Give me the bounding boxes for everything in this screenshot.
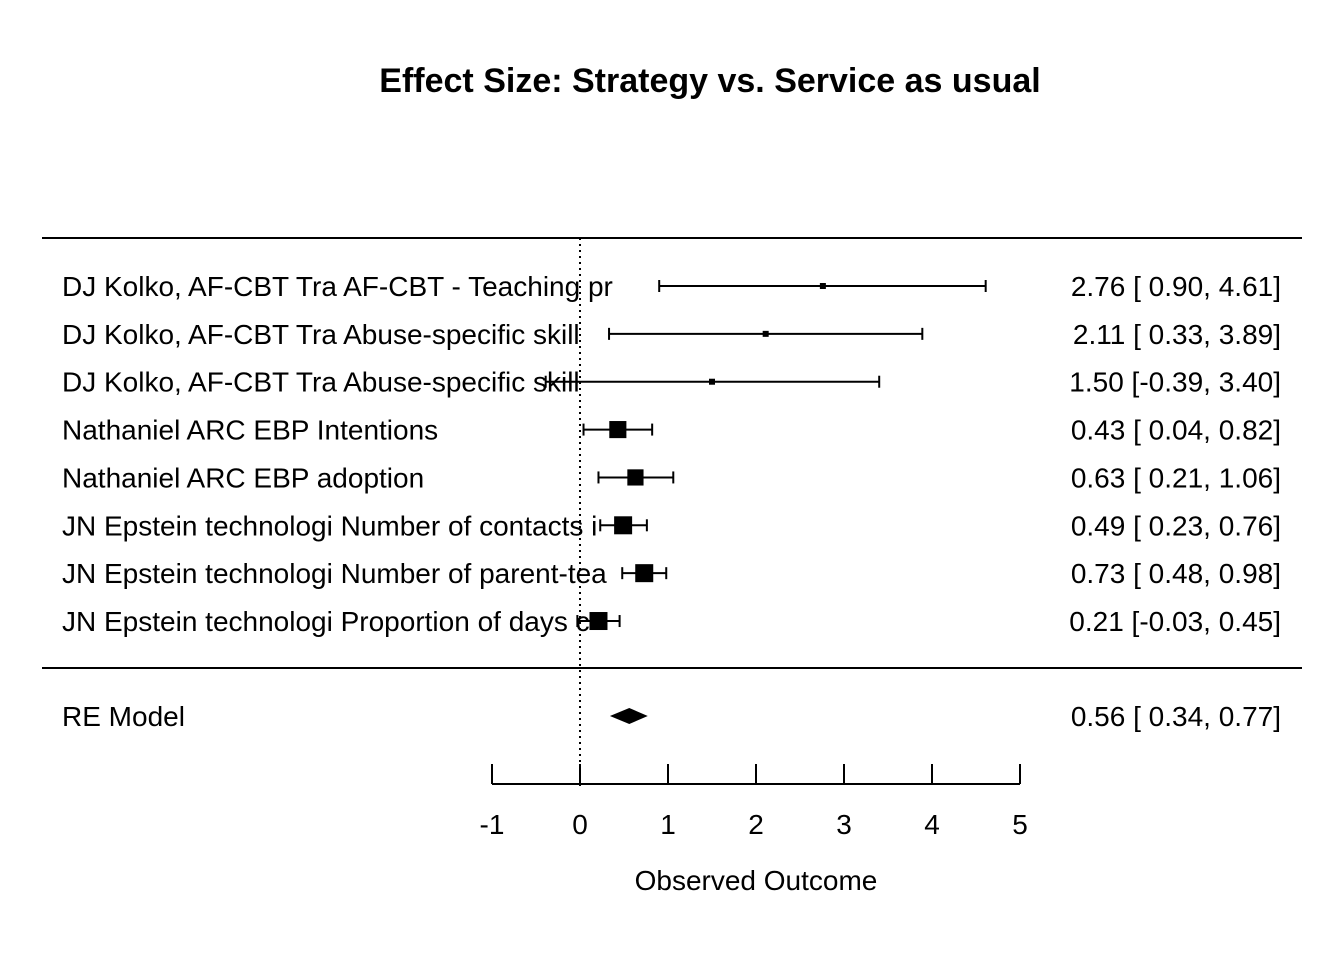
study-label: Nathaniel ARC EBP Intentions xyxy=(62,415,438,446)
study-row: Nathaniel ARC EBP Intentions 0.43 [ 0.04,… xyxy=(62,415,1281,446)
point-estimate-square xyxy=(709,378,715,385)
point-estimate-square xyxy=(614,516,633,535)
point-estimate-square xyxy=(609,421,627,439)
study-row: DJ Kolko, AF-CBT Tra Abuse-specific skil… xyxy=(62,367,1281,398)
x-tick-label: -1 xyxy=(480,809,505,840)
study-ci-text: 1.50 [-0.39, 3.40] xyxy=(1069,367,1281,398)
x-tick-label: 0 xyxy=(572,809,588,840)
point-estimate-square xyxy=(627,469,644,486)
study-row: JN Epstein technologi Number of contacts… xyxy=(62,510,1281,541)
study-ci-text: 0.21 [-0.03, 0.45] xyxy=(1069,606,1281,637)
x-tick-label: 1 xyxy=(660,809,676,840)
study-ci-text: 2.11 [ 0.33, 3.89] xyxy=(1073,319,1281,350)
study-label: JN Epstein technologi Number of contacts… xyxy=(62,510,597,541)
point-estimate-square xyxy=(762,330,769,337)
study-ci-text: 0.63 [ 0.21, 1.06] xyxy=(1071,462,1281,493)
x-tick-label: 5 xyxy=(1012,809,1028,840)
study-ci-text: 2.76 [ 0.90, 4.61] xyxy=(1071,271,1281,302)
study-label: DJ Kolko, AF-CBT Tra Abuse-specific skil… xyxy=(62,367,580,398)
point-estimate-square xyxy=(589,612,608,631)
x-axis-title: Observed Outcome xyxy=(635,865,878,896)
study-row: DJ Kolko, AF-CBT Tra Abuse-specific skil… xyxy=(62,319,1281,350)
study-label: Nathaniel ARC EBP adoption xyxy=(62,462,424,493)
point-estimate-square xyxy=(635,564,654,583)
summary-label: RE Model xyxy=(62,701,185,732)
x-tick-label: 3 xyxy=(836,809,852,840)
point-estimate-square xyxy=(819,283,826,289)
summary-row: RE Model 0.56 [ 0.34, 0.77] xyxy=(62,701,1281,732)
x-tick-label: 4 xyxy=(924,809,940,840)
summary-ci-text: 0.56 [ 0.34, 0.77] xyxy=(1071,701,1281,732)
study-row: Nathaniel ARC EBP adoption 0.63 [ 0.21, 1… xyxy=(62,462,1281,493)
study-label: JN Epstein technologi Number of parent-t… xyxy=(62,558,607,589)
study-label: DJ Kolko, AF-CBT Tra AF-CBT - Teaching p… xyxy=(62,271,613,302)
chart-title: Effect Size: Strategy vs. Service as usu… xyxy=(379,62,1040,100)
study-ci-text: 0.49 [ 0.23, 0.76] xyxy=(1071,510,1281,541)
study-row: DJ Kolko, AF-CBT Tra AF-CBT - Teaching p… xyxy=(62,271,1281,302)
study-row: JN Epstein technologi Proportion of days… xyxy=(62,606,1281,637)
study-ci-text: 0.73 [ 0.48, 0.98] xyxy=(1071,558,1281,589)
study-label: JN Epstein technologi Proportion of days… xyxy=(62,606,590,637)
study-label: DJ Kolko, AF-CBT Tra Abuse-specific skil… xyxy=(62,319,580,350)
x-tick-label: 2 xyxy=(748,809,764,840)
study-row: JN Epstein technologi Number of parent-t… xyxy=(62,558,1281,589)
summary-diamond xyxy=(609,708,648,724)
study-ci-text: 0.43 [ 0.04, 0.82] xyxy=(1071,415,1281,446)
